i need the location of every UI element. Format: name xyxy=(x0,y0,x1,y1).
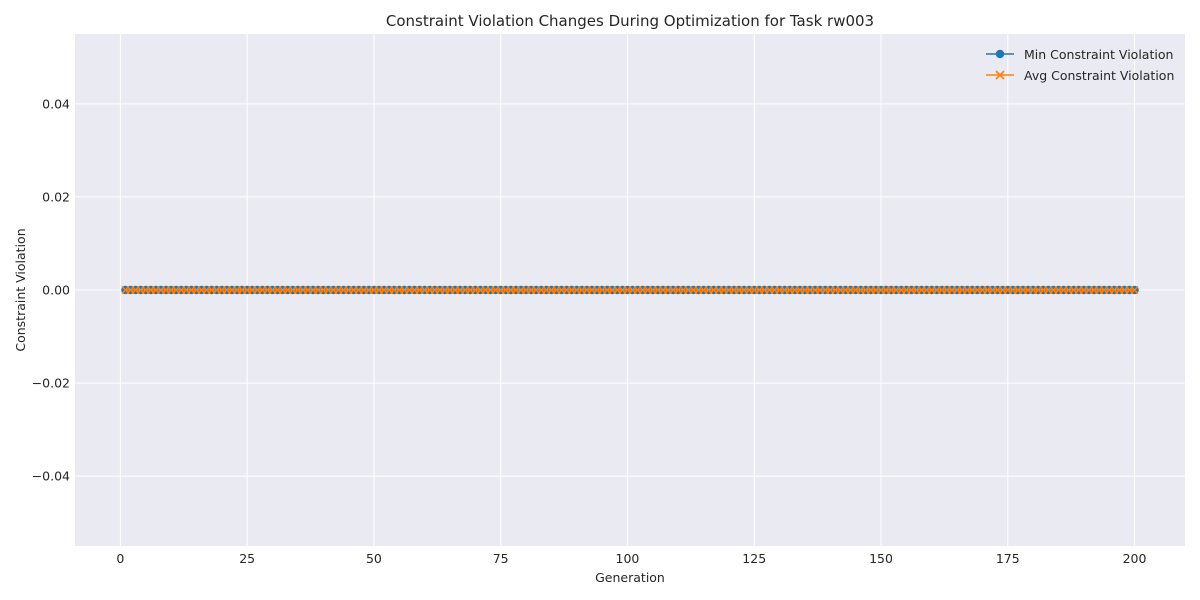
x-tick-label: 125 xyxy=(742,551,766,566)
chart-title: Constraint Violation Changes During Opti… xyxy=(386,12,874,30)
legend-min-marker-icon xyxy=(995,49,1005,59)
data-point xyxy=(1130,285,1139,295)
x-tick-label: 50 xyxy=(366,551,382,566)
x-tick-label: 25 xyxy=(239,551,255,566)
legend-avg-marker-icon xyxy=(995,70,1005,80)
series-avg xyxy=(121,285,1139,295)
legend: Min Constraint Violation Avg Constraint … xyxy=(986,47,1174,83)
x-axis-label: Generation xyxy=(595,570,665,585)
legend-min-label: Min Constraint Violation xyxy=(1024,47,1173,62)
y-tick-label: −0.04 xyxy=(32,469,70,484)
y-tick-label: −0.02 xyxy=(32,376,70,391)
x-tick-label: 200 xyxy=(1123,551,1147,566)
x-tick-label: 0 xyxy=(116,551,124,566)
ticks: 0 25 50 75 100 125 150 175 200 −0.04 −0.02 0.00 0.02… xyxy=(32,96,1147,566)
x-tick-label: 175 xyxy=(996,551,1020,566)
x-tick-label: 100 xyxy=(616,551,640,566)
series-layer xyxy=(121,285,1139,295)
x-tick-label: 150 xyxy=(869,551,893,566)
y-tick-label: 0.00 xyxy=(42,283,70,298)
y-tick-label: 0.04 xyxy=(42,96,70,111)
y-tick-label: 0.02 xyxy=(42,189,70,204)
legend-avg-label: Avg Constraint Violation xyxy=(1024,68,1174,83)
y-axis-label: Constraint Violation xyxy=(13,228,28,351)
x-tick-label: 75 xyxy=(493,551,509,566)
